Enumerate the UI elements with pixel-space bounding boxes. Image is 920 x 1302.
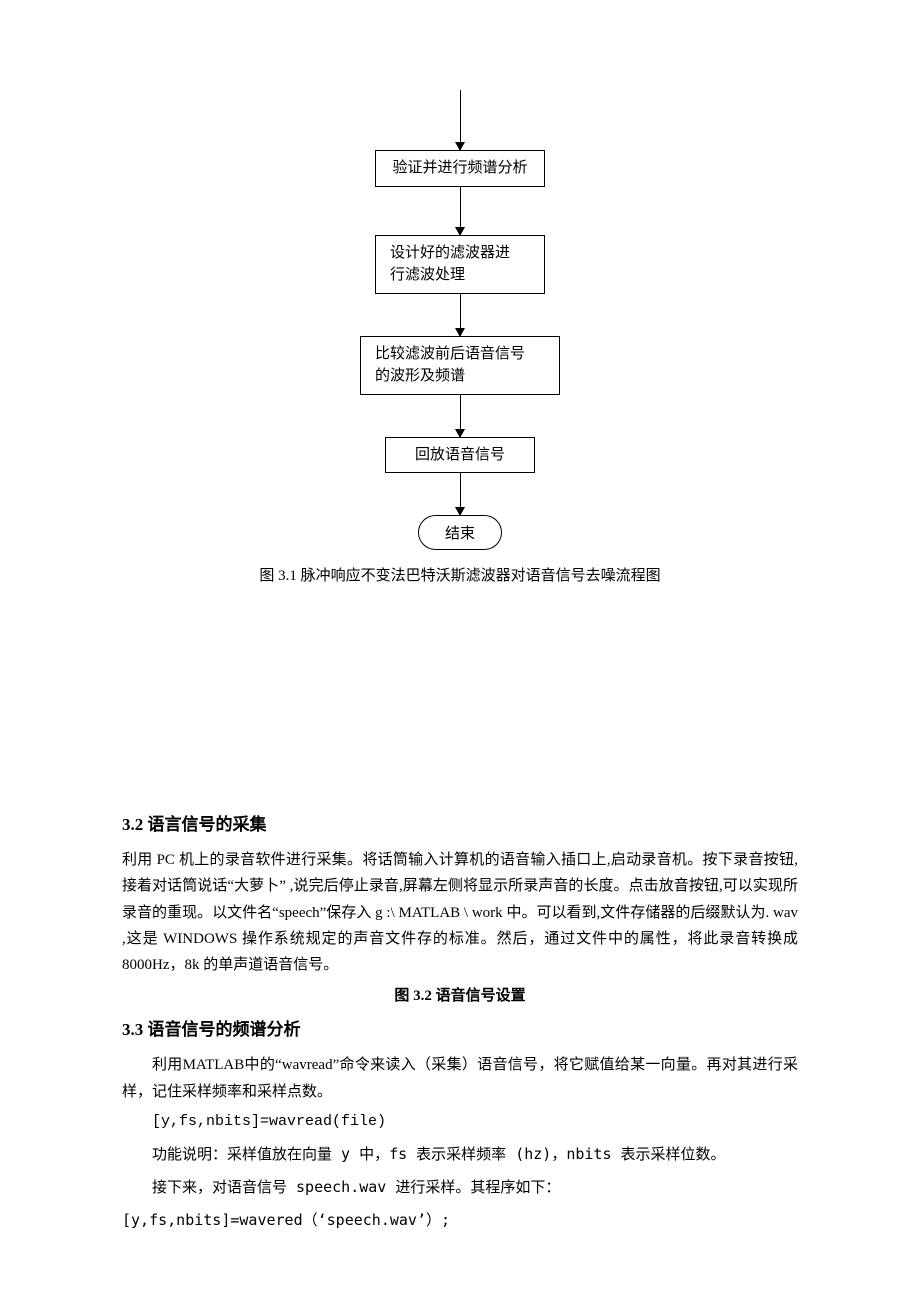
flow-node-text: 行滤波处理 bbox=[390, 264, 530, 287]
flowchart: 验证并进行频谱分析 设计好的滤波器进 行滤波处理 比较滤波前后语音信号 的波形及… bbox=[0, 90, 920, 585]
flow-arrow bbox=[460, 187, 461, 235]
section-3-2-body: 利用 PC 机上的录音软件进行采集。将话筒输入计算机的语音输入插口上,启动录音机… bbox=[122, 847, 798, 978]
flow-arrow bbox=[460, 473, 461, 515]
flow-node-compare: 比较滤波前后语音信号 的波形及频谱 bbox=[360, 336, 560, 395]
section-3-2-heading: 3.2 语言信号的采集 bbox=[122, 810, 798, 835]
flow-node-verify: 验证并进行频谱分析 bbox=[375, 150, 545, 187]
figure-caption-3-1: 图 3.1 脉冲响应不变法巴特沃斯滤波器对语音信号去噪流程图 bbox=[0, 564, 920, 585]
flow-arrow bbox=[460, 90, 461, 150]
flow-node-text: 比较滤波前后语音信号 bbox=[375, 343, 545, 366]
flow-node-end: 结束 bbox=[418, 515, 502, 550]
section-3-3-p2: 功能说明：采样值放在向量 y 中，fs 表示采样频率 (hz)，nbits 表示… bbox=[122, 1138, 798, 1171]
flow-node-text: 的波形及频谱 bbox=[375, 365, 545, 388]
section-3-3-p1: 利用MATLAB中的“wavread”命令来读入（采集）语音信号，将它赋值给某一… bbox=[122, 1052, 798, 1105]
figure-caption-3-2: 图 3.2 语音信号设置 bbox=[122, 984, 798, 1005]
code-wavered: [y,fs,nbits]=wavered（‘speech.wav’）; bbox=[122, 1204, 798, 1237]
flow-node-playback: 回放语音信号 bbox=[385, 437, 535, 474]
flow-node-text: 验证并进行频谱分析 bbox=[392, 157, 527, 180]
section-3-3-p3: 接下来，对语音信号 speech.wav 进行采样。其程序如下： bbox=[122, 1171, 798, 1204]
section-3-3-heading: 3.3 语音信号的频谱分析 bbox=[122, 1015, 798, 1040]
code-wavread: [y,fs,nbits]=wavread(file) bbox=[122, 1105, 798, 1138]
flow-arrow bbox=[460, 294, 461, 336]
flow-node-filter: 设计好的滤波器进 行滤波处理 bbox=[375, 235, 545, 294]
flow-node-text: 回放语音信号 bbox=[415, 444, 505, 467]
flow-node-text: 设计好的滤波器进 bbox=[390, 242, 530, 265]
flow-node-text: 结束 bbox=[445, 526, 475, 542]
flow-arrow bbox=[460, 395, 461, 437]
document-body: 3.2 语言信号的采集 利用 PC 机上的录音软件进行采集。将话筒输入计算机的语… bbox=[122, 810, 798, 1237]
